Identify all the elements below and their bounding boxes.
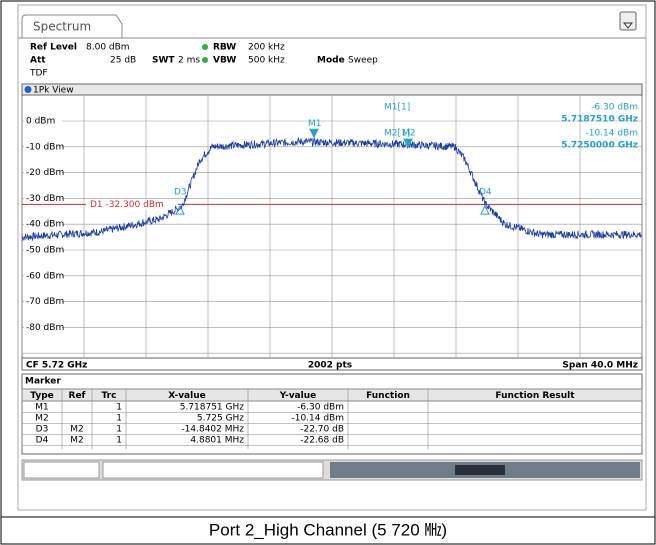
table-cell: 1 — [116, 403, 122, 413]
label: SWT — [152, 56, 175, 66]
table-cell: -14.8402 MHz — [181, 425, 244, 435]
marker-table-frame — [21, 373, 643, 455]
table-cell: 1 — [116, 425, 122, 435]
table-cell: M2 — [70, 425, 84, 435]
tab[interactable] — [21, 14, 123, 38]
table-cell: M2 — [70, 436, 84, 446]
readout-freq: 5.7250000 GHz — [561, 141, 638, 151]
readout-level: -10.14 dBm — [585, 129, 638, 139]
readout-name: M2[1] — [384, 129, 410, 139]
column-header: Function Result — [495, 391, 575, 401]
y-label-bg — [24, 270, 62, 281]
label: Mode — [317, 56, 345, 66]
d1-label: D1 -32.300 dBm — [90, 200, 164, 210]
y-label-bg — [24, 322, 62, 333]
y-label-bg — [24, 219, 62, 230]
label: Att — [30, 56, 46, 66]
vbw-dot — [202, 57, 208, 63]
table-cell: D4 — [36, 436, 49, 446]
status-indicator — [455, 465, 505, 475]
y-tick-label: -60 dBm — [26, 271, 64, 281]
rbw-dot — [202, 44, 208, 50]
table-cell: -10.14 dBm — [291, 414, 344, 424]
y-label-bg — [24, 116, 62, 126]
label: Ref Level — [30, 43, 77, 53]
column-header: Type — [30, 391, 53, 401]
table-cell: M1 — [35, 403, 49, 413]
table-cell: 5.725 GHz — [197, 414, 244, 424]
marker-symbol — [175, 205, 185, 215]
y-label-bg — [24, 296, 62, 307]
readout-name: M1[1] — [384, 103, 410, 113]
y-tick-label: -80 dBm — [26, 323, 64, 333]
status-field[interactable] — [102, 461, 324, 479]
table-cell: 4.8801 MHz — [190, 436, 244, 446]
table-cell: 1 — [116, 414, 122, 424]
y-label-bg — [24, 141, 62, 152]
trace — [21, 136, 643, 242]
label: 200 kHz — [248, 43, 285, 53]
readout-freq: 5.7187510 GHz — [561, 115, 638, 125]
y-label-bg — [24, 193, 62, 204]
view-dot — [24, 86, 32, 93]
marker-label: D3 — [174, 188, 187, 198]
footer-span: Span 40.0 MHz — [562, 361, 638, 371]
marker-label: D4 — [479, 188, 492, 198]
y-tick-label: -50 dBm — [26, 246, 64, 256]
marker-label: M1 — [308, 119, 322, 129]
y-tick-label: -30 dBm — [26, 194, 64, 204]
label: TDF — [29, 69, 48, 79]
label: RBW — [213, 43, 236, 53]
table-cell: M2 — [35, 414, 49, 424]
d1-bg — [86, 199, 178, 210]
marker-symbol — [309, 128, 319, 139]
table-cell: -6.30 dBm — [297, 403, 344, 413]
view-title: 1Pk View — [33, 86, 74, 96]
footer-cf: CF 5.72 GHz — [26, 361, 87, 371]
column-header: Y-value — [279, 391, 316, 401]
marker-label: M2 — [402, 129, 416, 139]
tab-label: Spectrum — [33, 20, 91, 34]
status-field[interactable] — [23, 461, 100, 479]
y-tick-label: -40 dBm — [26, 220, 64, 230]
label: 25 dB — [110, 56, 136, 66]
y-tick-label: -70 dBm — [26, 297, 64, 307]
menu-arrow — [622, 22, 634, 29]
table-cell: D3 — [36, 425, 49, 435]
label: 500 kHz — [248, 56, 285, 66]
table-title: Marker — [25, 377, 61, 387]
table-cell: 5.718751 GHz — [180, 403, 245, 413]
readout-level: -6.30 dBm — [591, 103, 638, 113]
y-tick-label: -10 dBm — [26, 142, 64, 152]
y-tick-label: -20 dBm — [26, 168, 64, 178]
table-cell: -22.70 dB — [300, 425, 344, 435]
label: 2 ms — [178, 56, 200, 66]
label: Sweep — [348, 56, 378, 66]
label: 8.00 dBm — [86, 43, 130, 53]
caption: Port 2_High Channel (5 720 ㎒) — [209, 520, 447, 539]
footer-pts: 2002 pts — [308, 361, 352, 371]
y-label-bg — [24, 245, 62, 255]
table-cell: -22.68 dB — [300, 436, 344, 446]
marker-symbol — [480, 205, 490, 215]
label: VBW — [213, 56, 236, 66]
view-bar — [21, 83, 643, 96]
marker-symbol — [403, 138, 413, 149]
menu-icon[interactable] — [619, 11, 637, 31]
y-label-bg — [24, 167, 62, 178]
y-tick-label: 0 dBm — [26, 117, 55, 127]
column-header: Trc — [102, 391, 117, 401]
column-header: X-value — [168, 391, 205, 401]
column-header: Function — [366, 391, 410, 401]
table-cell: 1 — [116, 436, 122, 446]
column-header: Ref — [69, 391, 86, 401]
